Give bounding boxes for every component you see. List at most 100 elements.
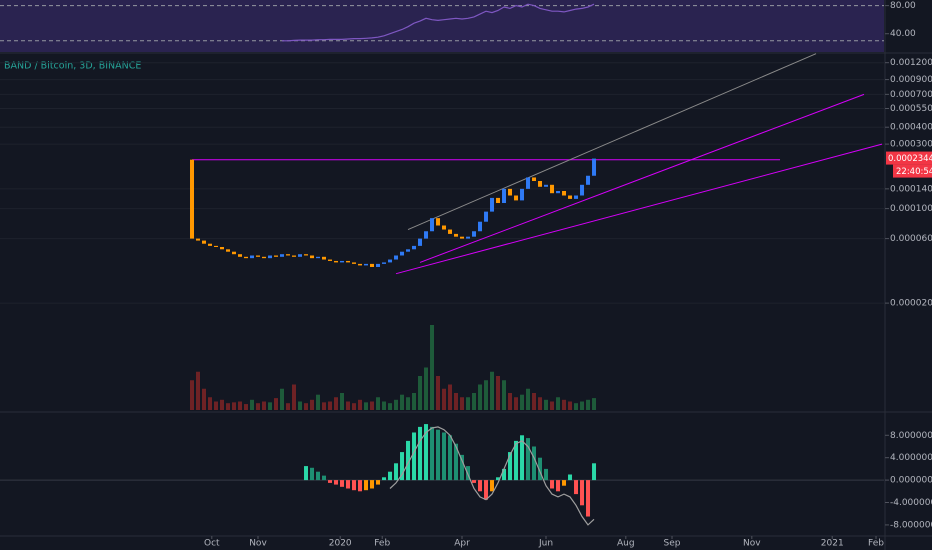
candle — [406, 249, 411, 252]
histogram-bar — [364, 480, 369, 491]
candle — [208, 243, 213, 246]
y-tick-label: 0.00002000 — [890, 299, 932, 309]
candle — [340, 260, 345, 263]
candle — [202, 240, 207, 244]
volume-bar — [556, 397, 561, 410]
histogram-bar — [580, 480, 585, 506]
volume-bar — [250, 399, 255, 410]
x-tick-label: Jun — [538, 539, 553, 549]
histogram-bar — [556, 480, 561, 492]
candle — [592, 158, 597, 176]
x-tick-label: Oct — [204, 539, 220, 549]
candle — [520, 188, 525, 201]
volume-bar — [220, 399, 225, 410]
histogram-bar — [406, 440, 411, 481]
y-tick-label: 0.00070000 — [890, 90, 932, 100]
histogram-bar — [400, 452, 405, 481]
candle — [370, 263, 375, 267]
volume-bar — [388, 403, 393, 410]
histogram-bar — [472, 480, 477, 483]
price-label-box — [886, 151, 932, 165]
volume-bar — [286, 403, 291, 410]
candle — [388, 259, 393, 263]
volume-bar — [268, 402, 273, 410]
candle — [280, 254, 285, 257]
candle — [550, 184, 555, 194]
histogram-bar — [478, 480, 483, 492]
volume-bar — [496, 376, 501, 410]
candle — [400, 251, 405, 256]
y-tick-label: 0.00006000 — [890, 234, 932, 244]
volume-bar — [520, 394, 525, 410]
x-tick-label: Nov — [743, 539, 761, 549]
volume-bar — [592, 398, 597, 410]
histogram-bar — [520, 435, 525, 481]
histogram-bar — [304, 466, 309, 481]
histogram-bar — [370, 480, 375, 489]
histogram-bar — [340, 480, 345, 487]
histogram-bar — [532, 446, 537, 481]
candle — [232, 251, 237, 255]
y-tick-label: 0.00120000 — [890, 58, 932, 68]
candle — [250, 255, 255, 259]
histogram-bar — [460, 454, 465, 481]
histogram-bar — [424, 424, 429, 481]
candle — [304, 254, 309, 256]
volume-bar — [538, 397, 543, 410]
candle — [310, 255, 315, 259]
candle — [292, 255, 297, 257]
candle — [196, 238, 201, 241]
x-tick-label: Nov — [249, 539, 267, 549]
histogram-bar — [568, 474, 573, 481]
volume-bar — [442, 388, 447, 410]
volume-bar — [544, 399, 549, 410]
histogram-bar — [538, 457, 543, 481]
candle — [358, 263, 363, 266]
y-tick-label: 8.00000000 — [890, 431, 932, 441]
candle — [568, 195, 573, 199]
histogram-bar — [484, 480, 489, 500]
histogram-bar — [430, 426, 435, 481]
candle — [220, 247, 225, 250]
volume-bar — [262, 401, 267, 410]
volume-bar — [532, 393, 537, 410]
candle — [382, 262, 387, 264]
histogram-bar — [310, 467, 315, 481]
y-tick-label: 40.00 — [890, 29, 916, 39]
candle — [436, 218, 441, 226]
volume-bar — [406, 397, 411, 410]
volume-bar — [466, 397, 471, 410]
candle — [346, 260, 351, 263]
volume-bar — [226, 403, 231, 410]
volume-bar — [256, 403, 261, 410]
volume-bar — [340, 393, 345, 410]
histogram-bar — [442, 432, 447, 481]
trend-line — [395, 143, 883, 275]
candle — [508, 188, 513, 196]
volume-bar — [370, 401, 375, 410]
histogram-bar — [454, 443, 459, 481]
volume-bar — [382, 401, 387, 410]
volume-bar — [292, 384, 297, 410]
volume-bar — [502, 380, 507, 410]
candle — [502, 188, 507, 204]
candle — [490, 197, 495, 212]
volume-bar — [448, 384, 453, 410]
volume-bar — [238, 401, 243, 410]
volume-bar — [364, 402, 369, 410]
price-label: 0.00023443 — [888, 154, 932, 164]
volume-bar — [412, 393, 417, 410]
volume-bar — [358, 399, 363, 410]
trend-line — [419, 93, 865, 263]
candle — [574, 195, 579, 199]
volume-bar — [484, 380, 489, 410]
y-tick-label: 4.00000000 — [890, 453, 932, 463]
y-tick-label: 0.00030000 — [890, 140, 932, 150]
candle — [514, 195, 519, 201]
histogram-bar — [508, 452, 513, 481]
volume-bar — [316, 394, 321, 410]
volume-bar — [478, 384, 483, 410]
volume-bar — [346, 401, 351, 410]
